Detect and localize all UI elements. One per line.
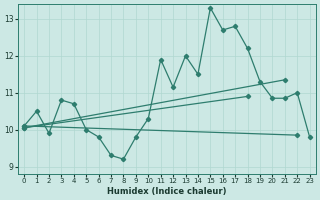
X-axis label: Humidex (Indice chaleur): Humidex (Indice chaleur) xyxy=(107,187,227,196)
